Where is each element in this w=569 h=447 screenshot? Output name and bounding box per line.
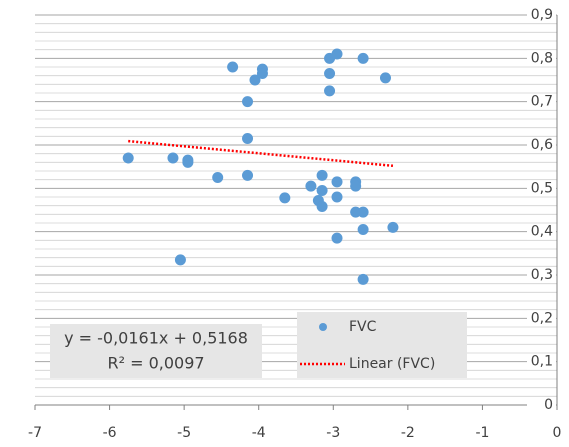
scatter-point	[122, 152, 134, 164]
y-tick-label: 0,6	[531, 137, 553, 153]
scatter-point	[387, 221, 399, 233]
scatter-point	[249, 74, 261, 86]
y-tick-label-bg	[527, 180, 556, 197]
legend-label: FVC	[349, 319, 377, 335]
scatter-point	[357, 224, 369, 235]
scatter-point	[357, 206, 369, 218]
scatter-point	[324, 68, 336, 79]
scatter-point	[212, 172, 224, 183]
y-tick-label: 0,7	[531, 94, 553, 110]
scatter-point	[174, 254, 186, 266]
scatter-point	[316, 185, 328, 196]
scatter-point	[331, 176, 343, 188]
scatter-point	[350, 180, 362, 192]
x-tick-label: -1	[475, 425, 489, 441]
y-tick-label-bg	[527, 223, 556, 240]
trendline	[128, 139, 394, 168]
x-tick-label: -3	[326, 425, 340, 441]
y-tick-label: 0,4	[531, 224, 553, 240]
equation-box	[50, 324, 262, 378]
y-tick-label-bg	[527, 397, 556, 413]
scatter-point	[331, 191, 343, 203]
y-tick-label: 0,9	[531, 7, 553, 23]
scatter-point	[324, 85, 336, 97]
legend-marker	[319, 323, 327, 331]
scatter-point	[316, 201, 328, 213]
y-tick-label-bg	[527, 353, 556, 370]
y-tick-label-bg	[527, 137, 556, 153]
scatter-point	[167, 152, 179, 164]
scatter-point	[256, 68, 268, 79]
y-tick-label: 0,5	[531, 180, 553, 196]
equation: y = -0,0161x + 0,5168	[64, 329, 248, 348]
x-tick-label: -7	[28, 425, 42, 441]
x-tick-label: -4	[252, 425, 266, 441]
scatter-point	[242, 96, 254, 108]
scatter-point	[305, 180, 317, 192]
scatter-point	[242, 169, 254, 181]
scatter-point	[379, 72, 391, 84]
legend-label: Linear (FVC)	[349, 356, 435, 372]
x-tick-label: -2	[401, 425, 415, 441]
scatter-point	[227, 61, 239, 73]
y-tick-label-bg	[527, 310, 556, 327]
y-tick-label-bg	[527, 50, 556, 67]
y-tick-label: 0	[544, 397, 553, 413]
scatter-point	[279, 192, 291, 204]
y-tick-label-bg	[527, 7, 556, 23]
y-tick-label-bg	[527, 267, 556, 283]
scatter-point	[316, 169, 328, 181]
scatter-point	[357, 273, 369, 285]
scatter-point	[357, 52, 369, 64]
y-tick-label: 0,8	[531, 50, 553, 66]
x-tick-label: -6	[103, 425, 117, 441]
x-tick-label: 0	[553, 425, 562, 441]
scatter-point	[331, 232, 343, 244]
x-tick-label: -5	[177, 425, 191, 441]
legend-box	[297, 312, 467, 378]
r-squared: R² = 0,0097	[107, 354, 204, 373]
scatter-point	[331, 48, 343, 60]
scatter-point	[182, 156, 194, 168]
y-tick-label: 0,3	[531, 267, 553, 283]
y-tick-label: 0,2	[531, 310, 553, 326]
y-tick-label: 0,1	[531, 354, 553, 370]
scatter-point	[242, 133, 254, 144]
y-tick-label-bg	[527, 93, 556, 110]
